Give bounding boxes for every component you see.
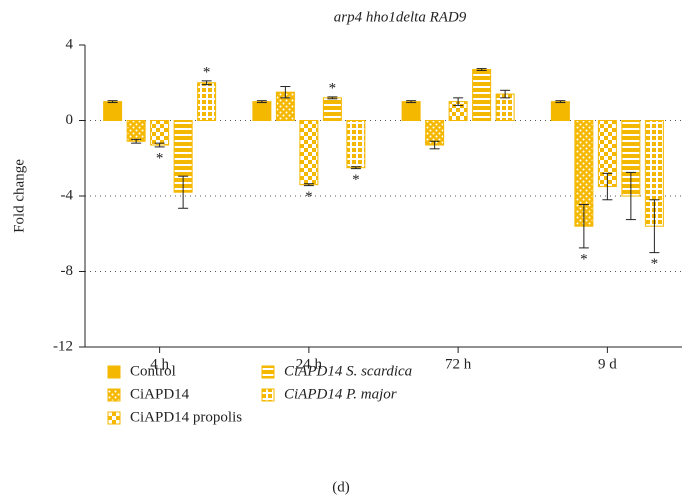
legend-label: CiAPD14 propolis	[130, 409, 242, 425]
bar	[299, 120, 319, 186]
bar	[322, 97, 342, 121]
y-tick-label: -12	[53, 338, 73, 354]
legend-label: CiAPD14	[130, 386, 190, 402]
bar	[126, 120, 146, 142]
x-tick-label: 72 h	[445, 356, 472, 372]
bar	[472, 69, 492, 121]
chart-title: arp4 hho1delta RAD9	[334, 9, 467, 25]
bar	[346, 120, 366, 169]
significance: *	[329, 80, 337, 96]
bar	[150, 120, 170, 146]
legend-label: CiAPD14 P. major	[284, 386, 397, 402]
y-tick-label: 0	[66, 112, 74, 128]
legend-swatch	[107, 365, 121, 379]
x-tick-label: 4 h	[150, 356, 169, 372]
legend-swatch	[107, 411, 121, 425]
x-tick-label: 24 h	[296, 356, 323, 372]
bar	[252, 101, 272, 121]
significance: *	[305, 189, 313, 205]
bar	[197, 82, 217, 121]
legend-label: Control	[130, 363, 176, 379]
x-tick-label: 9 d	[598, 356, 617, 372]
bar	[103, 101, 123, 121]
significance: *	[580, 251, 588, 267]
significance: *	[156, 150, 164, 166]
caption: (d)	[332, 479, 350, 495]
y-tick-label: 4	[66, 36, 74, 52]
significance: *	[352, 172, 360, 188]
y-axis-label: Fold change	[11, 159, 27, 233]
bar	[550, 101, 570, 121]
y-tick-label: -4	[61, 187, 74, 203]
legend-swatch	[261, 365, 275, 379]
significance: *	[651, 256, 659, 272]
legend-swatch	[107, 388, 121, 402]
legend-label: CiAPD14 S. scardica	[284, 363, 412, 379]
significance: *	[203, 64, 211, 80]
y-tick-label: -8	[61, 263, 74, 279]
legend-swatch	[261, 388, 275, 402]
bar	[401, 101, 421, 121]
